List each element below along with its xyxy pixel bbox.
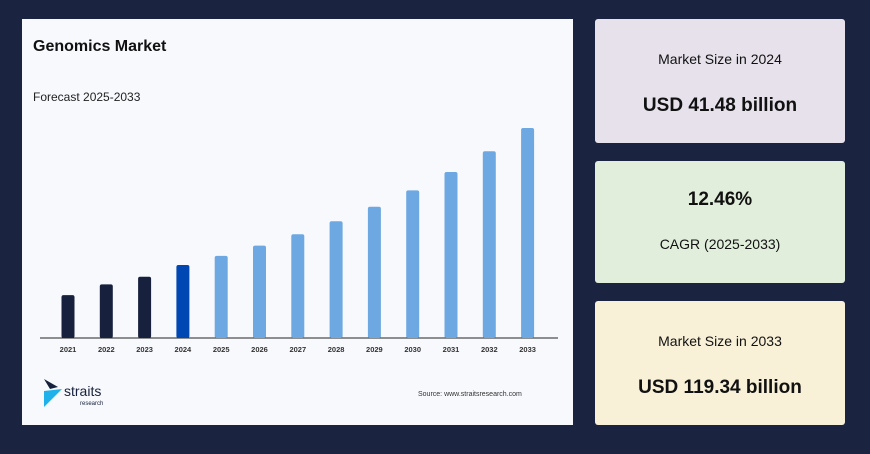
bar-2030 — [406, 190, 420, 338]
x-tick-label: 2032 — [481, 345, 498, 354]
source-text: Source: www.straitsresearch.com — [418, 391, 522, 398]
x-tick-label: 2030 — [404, 345, 421, 354]
card-label: Market Size in 2024 — [658, 51, 782, 67]
x-tick-label: 2028 — [328, 345, 345, 354]
bar-2033 — [521, 128, 535, 338]
card-value: USD 119.34 billion — [638, 377, 802, 398]
bar-2026 — [253, 245, 266, 338]
bar-2027 — [291, 234, 305, 338]
card-label: Market Size in 2033 — [658, 333, 782, 349]
card-market-size-2024: Market Size in 2024 USD 41.48 billion — [595, 19, 845, 143]
bar-chart: 2021 2022 2023 2024 2025 2026 2027 2028 2029 2030… — [40, 128, 558, 354]
x-tick-label: 2026 — [251, 345, 268, 354]
x-tick-label: 2029 — [366, 345, 383, 354]
x-tick-label: 2033 — [519, 345, 536, 354]
card-value: USD 41.48 billion — [642, 95, 798, 116]
svg-text:straits: straits — [64, 383, 101, 399]
straits-logo: straits research — [44, 379, 124, 414]
bar-2022 — [99, 284, 113, 338]
x-tick-label: 2027 — [289, 345, 306, 354]
card-value: 12.46% — [687, 189, 753, 210]
x-tick-label: 2023 — [136, 345, 153, 354]
chart-panel: Genomics Market Forecast 2025-2033 2021 2… — [22, 19, 573, 425]
card-label: CAGR (2025-2033) — [659, 236, 781, 252]
x-tick-label: 2021 — [60, 345, 77, 354]
x-tick-label: 2024 — [175, 345, 193, 354]
x-tick-label: 2025 — [213, 345, 230, 354]
bar-2024 — [176, 265, 190, 338]
chart-title: Genomics Market — [33, 38, 167, 55]
x-tick-label: 2022 — [98, 345, 115, 354]
bar-2032 — [482, 151, 496, 338]
bar-2029 — [367, 206, 381, 338]
chart-subtitle: Forecast 2025-2033 — [33, 90, 141, 104]
x-tick-label: 2031 — [443, 345, 460, 354]
bar-2028 — [329, 221, 343, 338]
card-cagr: 12.46% CAGR (2025-2033) — [595, 161, 845, 283]
bar-2025 — [214, 255, 228, 338]
card-market-size-2033: Market Size in 2033 USD 119.34 billion — [595, 301, 845, 425]
bar-2031 — [444, 171, 458, 338]
svg-text:research: research — [80, 401, 103, 407]
bar-2023 — [138, 276, 152, 338]
bar-2021 — [61, 295, 75, 338]
